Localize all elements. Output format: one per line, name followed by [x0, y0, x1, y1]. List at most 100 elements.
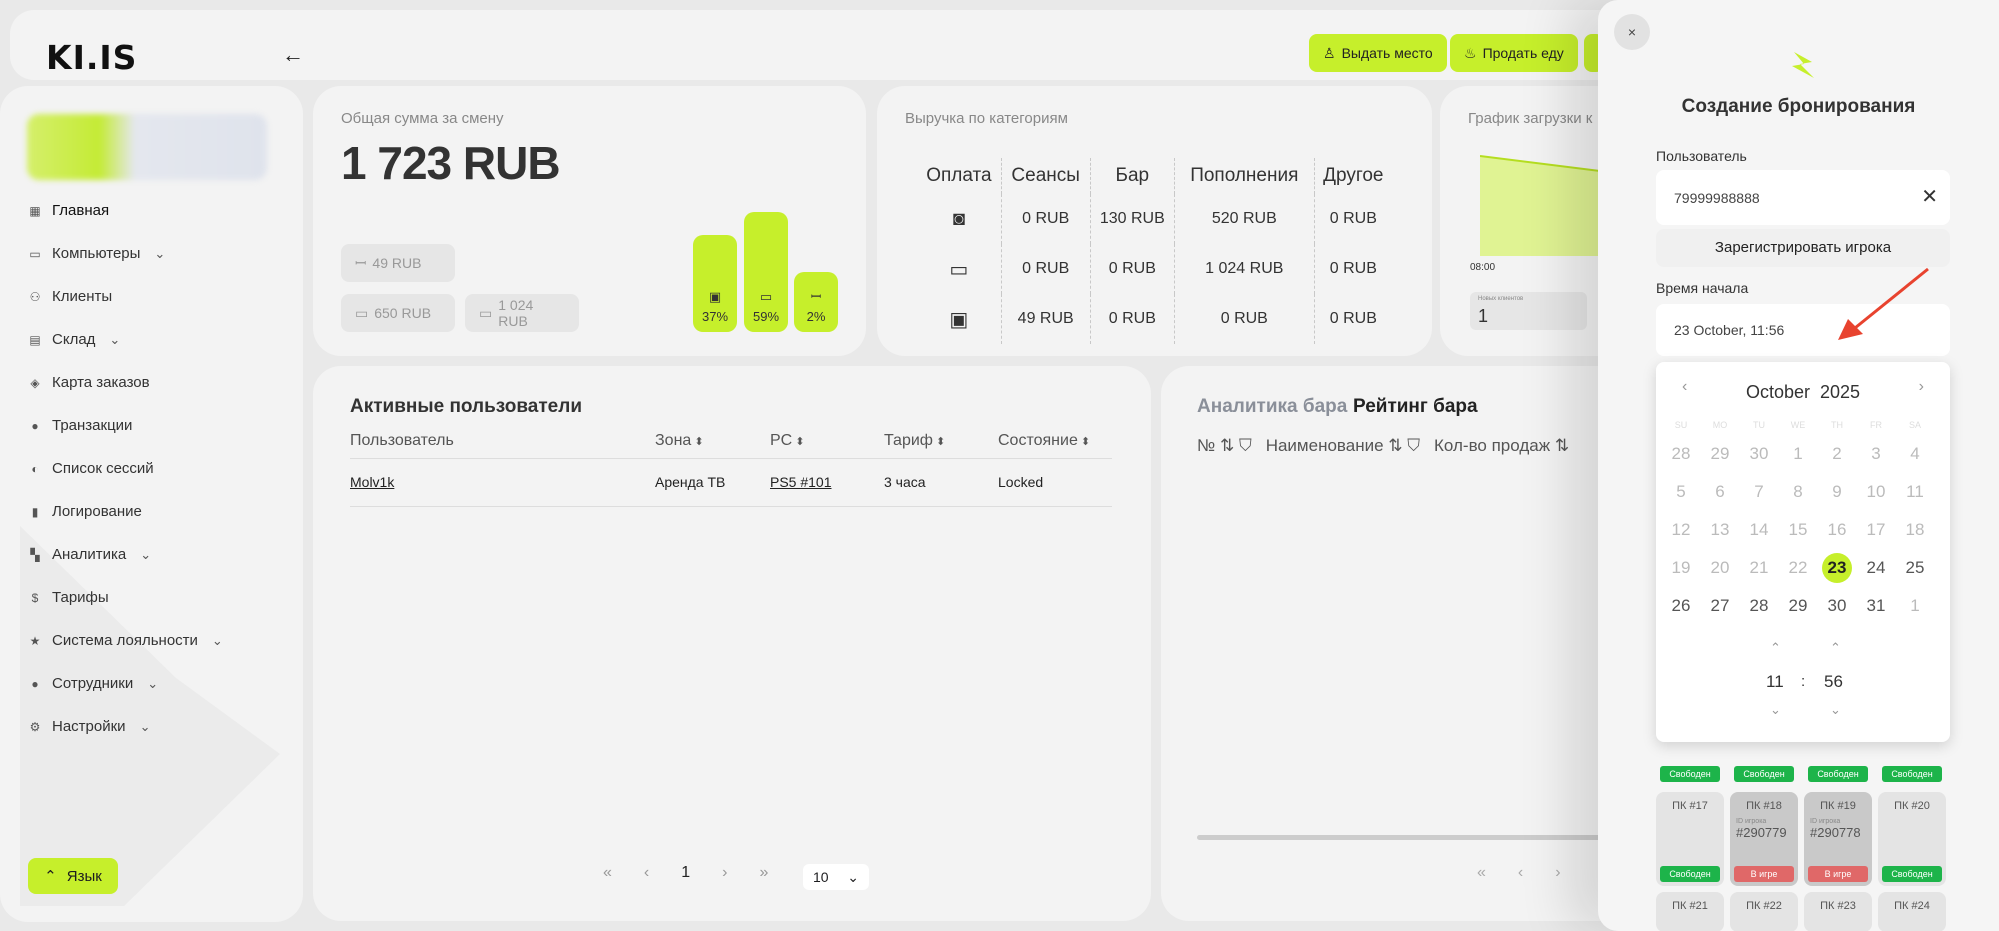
calendar-day[interactable]: 11	[1906, 482, 1924, 501]
first-page-button[interactable]: «	[603, 864, 612, 881]
calendar-day[interactable]: 3	[1871, 444, 1881, 463]
calendar-day[interactable]: 15	[1788, 520, 1808, 539]
clear-icon[interactable]: ✕	[1921, 186, 1938, 208]
sidebar-item[interactable]: ▚ Аналитика ⌄	[28, 546, 151, 563]
pc-tile[interactable]: ПК #24	[1878, 892, 1946, 931]
calendar-day[interactable]: 19	[1671, 558, 1691, 577]
next-month-button[interactable]: ›	[1918, 378, 1924, 395]
back-arrow-icon[interactable]: ←	[282, 42, 304, 67]
table-row[interactable]: Molv1k Аренда ТВ PS5 #101 3 часа Locked	[350, 458, 1112, 507]
calendar-day[interactable]: 14	[1749, 520, 1769, 539]
language-button[interactable]: ⌃ Язык	[28, 858, 118, 894]
column-number[interactable]: № ⇅ ⛉	[1197, 436, 1252, 455]
calendar-day[interactable]: 1	[1910, 596, 1920, 615]
sidebar-item[interactable]: ⚇ Клиенты	[28, 288, 113, 305]
calendar-day[interactable]: 17	[1866, 520, 1886, 539]
sidebar-item[interactable]: ◈ Карта заказов	[28, 374, 149, 391]
column-header[interactable]: Состояние ⬍	[998, 424, 1112, 459]
sidebar-item[interactable]: ▭ Компьютеры ⌄	[28, 245, 165, 262]
calendar-day[interactable]: 4	[1910, 444, 1920, 463]
next-page-button[interactable]: ›	[722, 864, 728, 881]
calendar-day[interactable]: 6	[1715, 482, 1725, 501]
calendar-day[interactable]: 1	[1793, 444, 1803, 463]
column-name[interactable]: Наименование ⇅ ⛉	[1265, 436, 1421, 455]
column-header[interactable]: Зона ⬍	[655, 424, 770, 459]
sidebar-item[interactable]: ◐ Список сессий	[28, 460, 153, 477]
minute-down-icon[interactable]: ⌄	[1830, 702, 1841, 717]
sort-icon[interactable]: ⬍	[932, 435, 946, 448]
column-header[interactable]: PC ⬍	[770, 424, 884, 459]
horizontal-scrollbar[interactable]	[1197, 835, 1617, 840]
calendar-day[interactable]: 10	[1866, 482, 1886, 501]
column-header[interactable]: Пользователь	[350, 424, 655, 459]
first-page-button[interactable]: «	[1477, 864, 1486, 881]
calendar-day[interactable]: 13	[1710, 520, 1730, 539]
calendar-day[interactable]: 2	[1832, 444, 1842, 463]
sidebar-item[interactable]: ● Транзакции	[28, 417, 132, 434]
next-page-button[interactable]: ›	[1555, 864, 1561, 881]
sidebar-item[interactable]: ▤ Склад ⌄	[28, 331, 120, 348]
sort-icon[interactable]: ⬍	[792, 435, 805, 448]
register-player-button[interactable]: Зарегистрировать игрока	[1656, 229, 1950, 267]
calendar-day[interactable]: 28	[1671, 444, 1691, 463]
per-page-select[interactable]: 10 ⌄	[803, 864, 869, 890]
sidebar-item[interactable]: $ Тарифы	[28, 589, 109, 606]
logo[interactable]: KI.IS	[46, 38, 138, 77]
start-time-input[interactable]: 23 October, 11:56	[1656, 304, 1950, 356]
minute-up-icon[interactable]: ⌃	[1830, 640, 1841, 655]
calendar-day[interactable]: 8	[1793, 482, 1803, 501]
sidebar-item[interactable]: ★ Система лояльности ⌄	[28, 632, 223, 649]
calendar-day[interactable]: 29	[1788, 596, 1808, 615]
calendar-day[interactable]: 9	[1832, 482, 1842, 501]
sort-icon[interactable]: ⬍	[1077, 435, 1091, 448]
hour-up-icon[interactable]: ⌃	[1770, 640, 1781, 655]
hour-value[interactable]: 11	[1766, 672, 1784, 691]
calendar-day[interactable]: 28	[1749, 596, 1769, 615]
user-input[interactable]: 79999988888 ✕	[1656, 170, 1950, 225]
column-header[interactable]: Тариф ⬍	[884, 424, 998, 459]
pc-tile[interactable]: ПК #17 Свободен	[1656, 792, 1724, 886]
calendar-day[interactable]: 21	[1749, 558, 1769, 577]
prev-month-button[interactable]: ‹	[1682, 378, 1688, 395]
calendar-day[interactable]: 26	[1671, 596, 1691, 615]
pc-tile[interactable]: ПК #21	[1656, 892, 1724, 931]
prev-page-button[interactable]: ‹	[1517, 864, 1524, 881]
prev-page-button[interactable]: ‹	[643, 864, 650, 881]
pc-tile[interactable]: ПК #23	[1804, 892, 1872, 931]
sort-icon[interactable]: ⬍	[691, 435, 704, 448]
pc-tile[interactable]: ПК #22	[1730, 892, 1798, 931]
sidebar-item[interactable]: ▮ Логирование	[28, 503, 142, 520]
tab-bar-analytics[interactable]: Аналитика бара	[1197, 396, 1348, 417]
calendar-day[interactable]: 7	[1754, 482, 1764, 501]
calendar-day[interactable]: 5	[1676, 482, 1686, 501]
sell-food-button[interactable]: ♨ Продать еду	[1450, 34, 1578, 72]
cell-user[interactable]: Molv1k	[350, 458, 655, 507]
calendar-day[interactable]: 30	[1749, 444, 1769, 463]
calendar-day[interactable]: 23	[1822, 553, 1852, 583]
calendar-day[interactable]: 18	[1905, 520, 1925, 539]
cell-pc[interactable]: PS5 #101	[770, 458, 884, 507]
current-page[interactable]: 1	[681, 864, 691, 881]
close-button[interactable]: ×	[1614, 14, 1650, 50]
month-year[interactable]: October 2025	[1745, 382, 1861, 402]
sidebar-item[interactable]: ● Сотрудники ⌄	[28, 675, 158, 692]
calendar-day[interactable]: 16	[1827, 520, 1847, 539]
pc-tile[interactable]: ПК #19 ID игрока #290778 В игре	[1804, 792, 1872, 886]
calendar-day[interactable]: 30	[1827, 596, 1847, 615]
calendar-day[interactable]: 12	[1671, 520, 1691, 539]
calendar-day[interactable]: 31	[1866, 596, 1886, 615]
column-sales[interactable]: Кол-во продаж ⇅	[1434, 436, 1570, 455]
tab-bar-rating[interactable]: Рейтинг бара	[1353, 396, 1478, 417]
sidebar-item[interactable]: ⚙ Настройки ⌄	[28, 718, 151, 735]
minute-value[interactable]: 56	[1824, 672, 1843, 691]
sidebar-item[interactable]: ▦ Главная	[28, 202, 109, 219]
hour-down-icon[interactable]: ⌄	[1770, 702, 1781, 717]
give-place-button[interactable]: ♙ Выдать место	[1309, 34, 1447, 72]
calendar-day[interactable]: 24	[1866, 558, 1886, 577]
calendar-day[interactable]: 25	[1905, 558, 1925, 577]
pc-tile[interactable]: ПК #20 Свободен	[1878, 792, 1946, 886]
calendar-day[interactable]: 27	[1710, 596, 1730, 615]
calendar-day[interactable]: 22	[1788, 558, 1808, 577]
calendar-day[interactable]: 29	[1710, 444, 1730, 463]
pc-tile[interactable]: ПК #18 ID игрока #290779 В игре	[1730, 792, 1798, 886]
